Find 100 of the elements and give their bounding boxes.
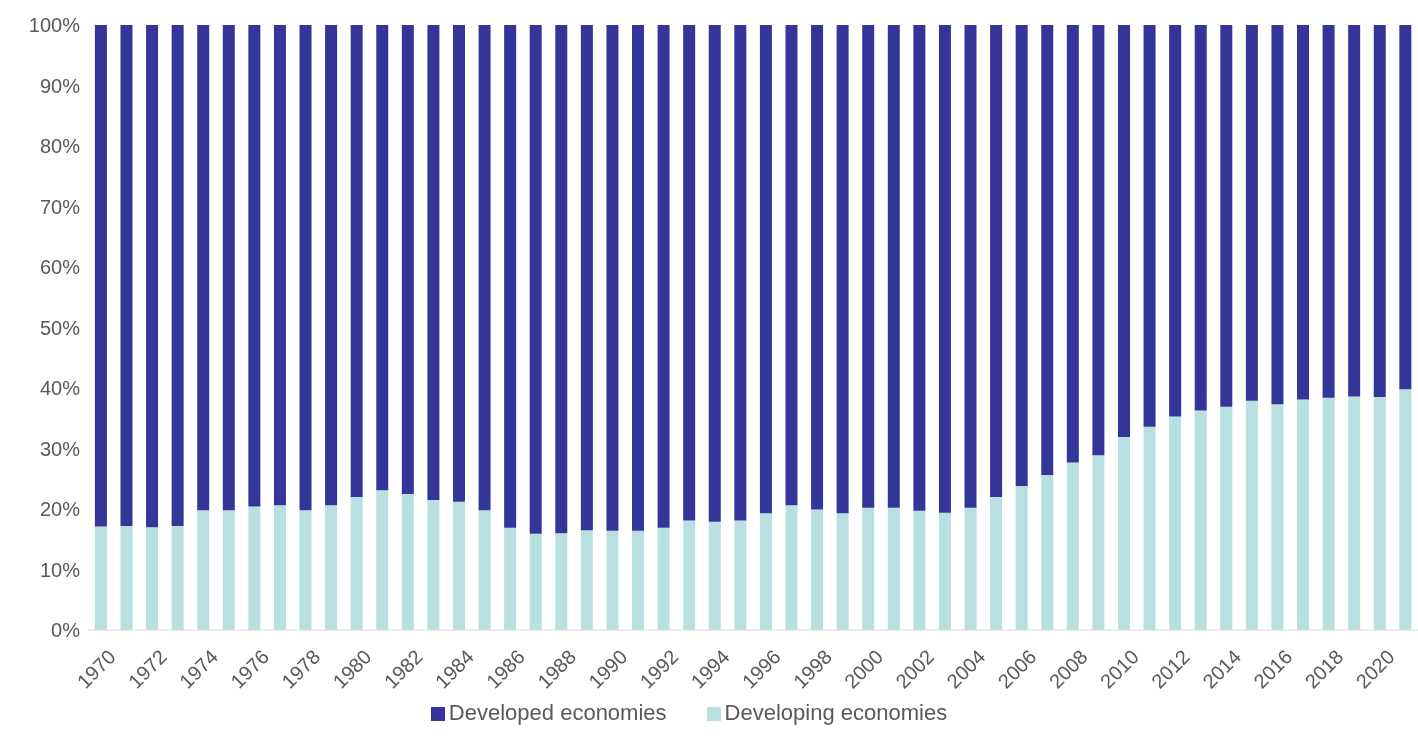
bar: [299, 510, 312, 630]
y-tick-label: 10%: [39, 558, 81, 581]
bar: [1143, 426, 1156, 630]
bar: [836, 25, 849, 514]
bar: [273, 25, 286, 506]
bar: [120, 525, 133, 630]
bar: [708, 521, 721, 630]
bar: [657, 25, 670, 528]
y-tick-label: 70%: [39, 195, 81, 218]
bar: [1271, 25, 1284, 405]
bar: [94, 25, 107, 527]
bar: [938, 25, 951, 513]
bar: [632, 25, 645, 531]
bar: [1041, 475, 1054, 630]
bar: [504, 25, 517, 528]
bar: [990, 496, 1003, 630]
bar: [1066, 25, 1079, 463]
bar: [1092, 25, 1105, 456]
bar: [1348, 396, 1361, 630]
bar: [785, 25, 798, 506]
bar: [606, 25, 619, 531]
bar: [452, 25, 465, 502]
bar: [529, 25, 542, 534]
bar: [938, 512, 951, 630]
bar: [683, 25, 696, 521]
bar: [350, 496, 363, 630]
legend-label: Developed economies: [448, 700, 667, 725]
bar: [606, 530, 619, 630]
bar: [1348, 25, 1361, 397]
bar: [1169, 25, 1182, 417]
bar: [1117, 25, 1130, 438]
y-tick-label: 30%: [39, 437, 81, 460]
bar: [683, 520, 696, 630]
bar: [1245, 25, 1258, 401]
bar: [759, 513, 772, 630]
bar: [1015, 486, 1028, 630]
bar: [401, 25, 414, 494]
bar: [1092, 455, 1105, 630]
bar: [1373, 25, 1386, 398]
bar: [887, 25, 900, 508]
bar: [452, 501, 465, 630]
bar: [657, 527, 670, 630]
bar: [964, 507, 977, 630]
bar: [734, 25, 747, 521]
bar: [862, 25, 875, 508]
bar: [273, 505, 286, 630]
bar: [887, 507, 900, 630]
bar: [964, 25, 977, 508]
bar: [632, 530, 645, 630]
bar: [580, 25, 593, 531]
bar: [197, 510, 210, 630]
bar: [401, 493, 414, 630]
bar: [580, 530, 593, 630]
bar: [146, 527, 159, 630]
bar: [427, 499, 440, 630]
bar: [734, 520, 747, 630]
bar: [836, 513, 849, 630]
bar: [529, 533, 542, 630]
bar: [146, 25, 159, 528]
y-tick-label: 60%: [39, 256, 81, 279]
bar: [862, 507, 875, 630]
bar: [504, 527, 517, 630]
bar: [376, 490, 389, 630]
bar: [990, 25, 1003, 497]
bar: [248, 506, 261, 630]
bar: [1015, 25, 1028, 487]
y-tick-label: 20%: [39, 498, 81, 521]
bar: [1169, 416, 1182, 630]
bar: [1322, 397, 1335, 630]
bar: [1271, 404, 1284, 630]
bar: [708, 25, 721, 522]
bar: [1220, 25, 1233, 407]
bar: [1066, 462, 1079, 630]
bar: [197, 25, 210, 511]
bar: [350, 25, 363, 497]
bar: [555, 25, 568, 534]
bar: [1194, 25, 1207, 411]
y-tick-label: 0%: [51, 619, 81, 642]
bar: [120, 25, 133, 526]
bar: [248, 25, 261, 507]
bar: [1399, 389, 1412, 630]
bar: [811, 25, 824, 510]
bar: [376, 25, 389, 491]
bar: [913, 25, 926, 511]
bar: [1245, 400, 1258, 630]
bar: [478, 510, 491, 630]
bar: [1117, 437, 1130, 630]
bar: [325, 25, 338, 506]
bar: [427, 25, 440, 500]
bar: [1220, 406, 1233, 630]
bar: [299, 25, 312, 511]
bar: [478, 25, 491, 511]
bar: [222, 510, 235, 630]
legend-label: Developing economies: [724, 700, 948, 725]
bar: [171, 525, 184, 630]
bar: [1373, 397, 1386, 630]
bar: [1194, 410, 1207, 630]
bar: [171, 25, 184, 526]
bar: [222, 25, 235, 511]
bar: [94, 526, 107, 630]
